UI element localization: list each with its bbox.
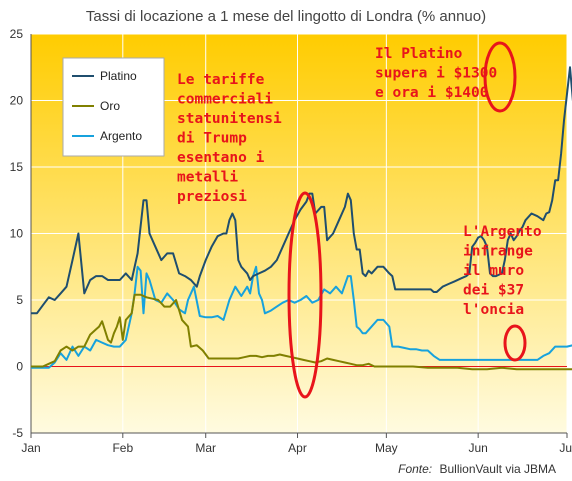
y-tick-label: 5 <box>16 293 23 307</box>
annotation-line: commerciali <box>177 92 273 108</box>
annotation-line: il muro <box>463 263 524 279</box>
annotation-tariffs: Le tariffe commerciali statunitensi di Trum… <box>177 72 282 205</box>
axes: -5 0 5 10 15 20 25 Jan Feb Mar Apr May Jun Jul <box>10 27 572 455</box>
source-credit: Fonte: BullionVault via JBMA <box>398 462 556 476</box>
annotation-silver: L'Argento infrange il muro dei $37 l'oncia <box>463 224 542 318</box>
annotation-line: l'oncia <box>463 302 524 318</box>
annotation-line: preziosi <box>177 189 247 205</box>
series-line-platino <box>31 66 572 315</box>
x-tick-label: Feb <box>112 441 133 455</box>
y-tick-label: 25 <box>10 27 24 41</box>
annotations: Le tariffe commerciali statunitensi di Trum… <box>177 41 542 399</box>
legend-label: Argento <box>100 129 142 143</box>
x-tick-label: Jan <box>21 441 40 455</box>
annotation-line: Il Platino <box>375 46 463 62</box>
annotation-line: esentano i <box>177 150 265 166</box>
x-tick-label: Mar <box>195 441 216 455</box>
source-value: BullionVault via JBMA <box>440 462 557 476</box>
highlight-ellipse <box>483 41 517 113</box>
x-tick-label: May <box>375 441 398 455</box>
annotation-line: statunitensi <box>177 111 282 127</box>
x-tick-label: Jun <box>468 441 487 455</box>
y-tick-label: 15 <box>10 160 24 174</box>
series-line-oro <box>31 293 572 371</box>
x-tick-label: Jul <box>559 441 572 455</box>
y-tick-label: -5 <box>12 426 23 440</box>
annotation-line: di Trump <box>177 131 247 147</box>
annotation-line: infrange <box>463 244 533 260</box>
annotation-line: supera i $1300 <box>375 66 497 82</box>
legend-label: Oro <box>100 99 120 113</box>
legend: Platino Oro Argento <box>62 57 165 157</box>
highlight-ellipse <box>503 324 527 362</box>
highlight-ellipse <box>287 191 323 399</box>
annotation-line: L'Argento <box>463 224 542 240</box>
chart-title: Tassi di locazione a 1 mese del lingotto… <box>86 8 486 25</box>
y-tick-label: 20 <box>10 94 24 108</box>
legend-label: Platino <box>100 69 137 83</box>
x-tick-label: Apr <box>288 441 307 455</box>
annotation-line: Le tariffe <box>177 72 265 88</box>
annotation-line: metalli <box>177 170 238 186</box>
annotation-line: e ora i $1400 <box>375 85 489 101</box>
y-tick-label: 0 <box>16 360 23 374</box>
annotation-platinum: Il Platino supera i $1300 e ora i $1400 <box>375 46 497 101</box>
source-label: Fonte: <box>398 462 432 476</box>
annotation-line: dei $37 <box>463 283 524 299</box>
y-tick-label: 10 <box>10 227 24 241</box>
